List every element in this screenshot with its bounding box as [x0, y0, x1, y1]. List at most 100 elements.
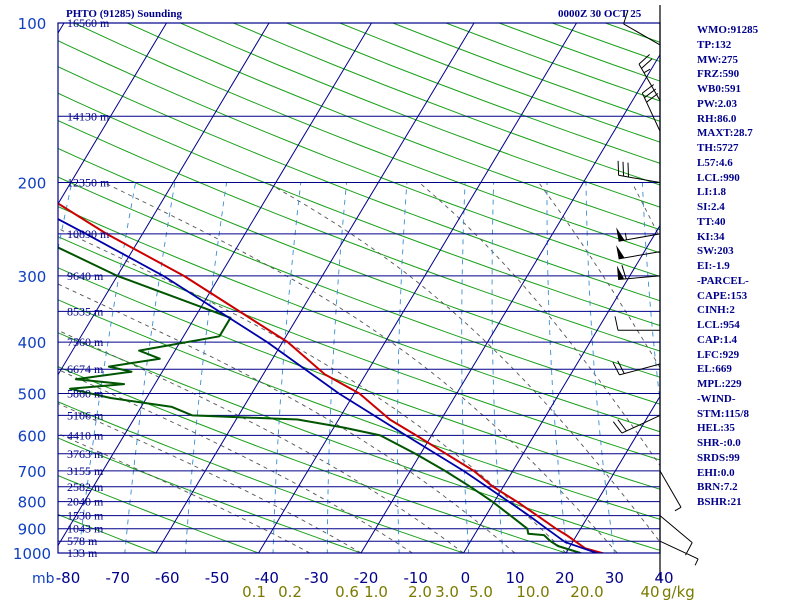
wind-barb — [659, 540, 699, 566]
mixing-ratio-line — [78, 182, 137, 553]
dry-adiabat — [58, 176, 660, 405]
index-line: TH:5727 — [697, 142, 739, 154]
dry-adiabat — [58, 437, 363, 553]
temperature-tick-label: -80 — [56, 569, 81, 587]
height-label: 2040 m — [67, 495, 104, 509]
wind-barb — [616, 227, 661, 242]
wind-barb — [614, 316, 661, 331]
height-label: 8535 m — [67, 304, 104, 318]
mixing-ratio-label: 10.0 — [516, 583, 549, 600]
mixing-ratio-label: 5.0 — [469, 583, 493, 600]
height-label: 3155 m — [67, 464, 104, 478]
mixing-ratio-label: 0.6 — [335, 583, 359, 600]
dry-adiabat — [58, 66, 660, 302]
index-line: LCL:954 — [697, 319, 740, 331]
index-line: MPL:229 — [697, 378, 742, 390]
chart-title: PHTO (91285) Sounding — [66, 8, 182, 20]
pressure-tick-label: 500 — [18, 386, 47, 404]
index-line: SI:2.4 — [697, 201, 725, 213]
index-line: LFC:929 — [697, 348, 740, 361]
index-line: BRN:7.2 — [697, 481, 738, 494]
isotherm — [257, 23, 578, 553]
dry-adiabat — [58, 332, 660, 551]
dry-adiabat — [58, 236, 660, 461]
isotherm — [58, 23, 373, 547]
index-line: RH:86.0 — [697, 112, 737, 125]
mixing-ratio-label: 40 — [640, 583, 659, 600]
wind-barb — [616, 245, 661, 260]
moist-adiabat — [58, 283, 516, 553]
index-line: -WIND- — [697, 392, 736, 405]
height-label: 16560 m — [67, 16, 110, 30]
index-line: HEL:35 — [697, 422, 735, 435]
pressure-tick-label: 100 — [18, 15, 47, 33]
index-line: LI:1.8 — [697, 186, 727, 199]
wind-barb — [659, 470, 682, 512]
temperature-tick-label: -30 — [304, 569, 329, 587]
mixing-ratio-line — [272, 182, 302, 553]
mixing-ratio-label: 0.2 — [278, 583, 302, 600]
mixing-ratio-label: 2.0 — [408, 583, 432, 600]
wind-barb — [616, 265, 661, 280]
temperature-tick-label: -40 — [254, 569, 279, 587]
index-line: CINH:2 — [697, 304, 735, 317]
index-line: WMO:91285 — [697, 24, 759, 36]
mixing-ratio-line — [641, 182, 660, 405]
index-line: TP:132 — [697, 38, 732, 51]
pressure-tick-label: 900 — [18, 521, 47, 539]
index-line: MAXT:28.7 — [697, 127, 753, 140]
moist-adiabat — [58, 433, 311, 553]
dry-adiabat — [58, 92, 660, 327]
height-label: 4410 m — [67, 428, 104, 442]
temperature-tick-label: 0 — [461, 569, 471, 587]
dry-adiabat — [58, 40, 660, 278]
wind-barb — [641, 84, 661, 132]
mixing-ratio-line — [585, 182, 615, 553]
moist-adiabat — [58, 329, 464, 553]
height-label: 1530 m — [67, 509, 104, 523]
pressure-tick-label: 700 — [18, 463, 47, 481]
index-line: SW:203 — [697, 245, 734, 258]
height-label: 6674 m — [67, 362, 104, 376]
mixing-ratio-line — [184, 182, 228, 553]
temperature-tick-label: 30 — [605, 569, 624, 587]
wind-barb — [623, 10, 661, 46]
index-line: WB0:591 — [697, 83, 741, 95]
height-label: 1043 m — [67, 522, 104, 536]
temperature-tick-label: 10 — [505, 569, 524, 587]
mixing-ratio-label: 20.0 — [570, 583, 603, 600]
moist-adiabat — [266, 182, 660, 543]
height-label: 9640 m — [67, 269, 104, 283]
index-line: FRZ:590 — [697, 68, 740, 81]
index-line: EI:-1.9 — [697, 260, 730, 272]
wind-barb — [659, 515, 693, 556]
dry-adiabat — [58, 267, 660, 490]
pressure-tick-label: 200 — [18, 175, 47, 193]
mixing-ratio-unit-label: g/kg — [662, 583, 695, 600]
moist-adiabat — [58, 369, 413, 553]
index-line: SHR-:0.0 — [697, 437, 741, 449]
height-label: 3763 m — [67, 447, 104, 461]
dry-adiabat — [58, 119, 660, 352]
height-label: 12350 m — [67, 176, 110, 190]
height-label: 5106 m — [67, 408, 104, 422]
mixing-ratio-label: 0.1 — [242, 583, 266, 600]
pressure-tick-label: 400 — [18, 334, 47, 352]
index-line: PW:2.03 — [697, 97, 738, 110]
index-line: KI:34 — [697, 230, 725, 243]
pressure-tick-label: 300 — [18, 268, 47, 286]
isotherm — [462, 224, 660, 553]
dry-adiabat — [73, 23, 660, 254]
height-label: 2582 m — [67, 480, 104, 494]
height-label: 5860 m — [67, 387, 104, 401]
dry-adiabat — [58, 147, 660, 378]
dry-adiabat — [58, 299, 660, 520]
index-line: BSHR:21 — [697, 496, 742, 508]
temperature-tick-label: -10 — [403, 569, 428, 587]
wind-barb — [612, 360, 661, 376]
dry-adiabat — [58, 366, 568, 553]
mixing-ratio-line — [124, 182, 176, 553]
valid-time: 0000Z 30 OCT 25 — [558, 8, 642, 20]
parcel-profile — [58, 218, 598, 553]
